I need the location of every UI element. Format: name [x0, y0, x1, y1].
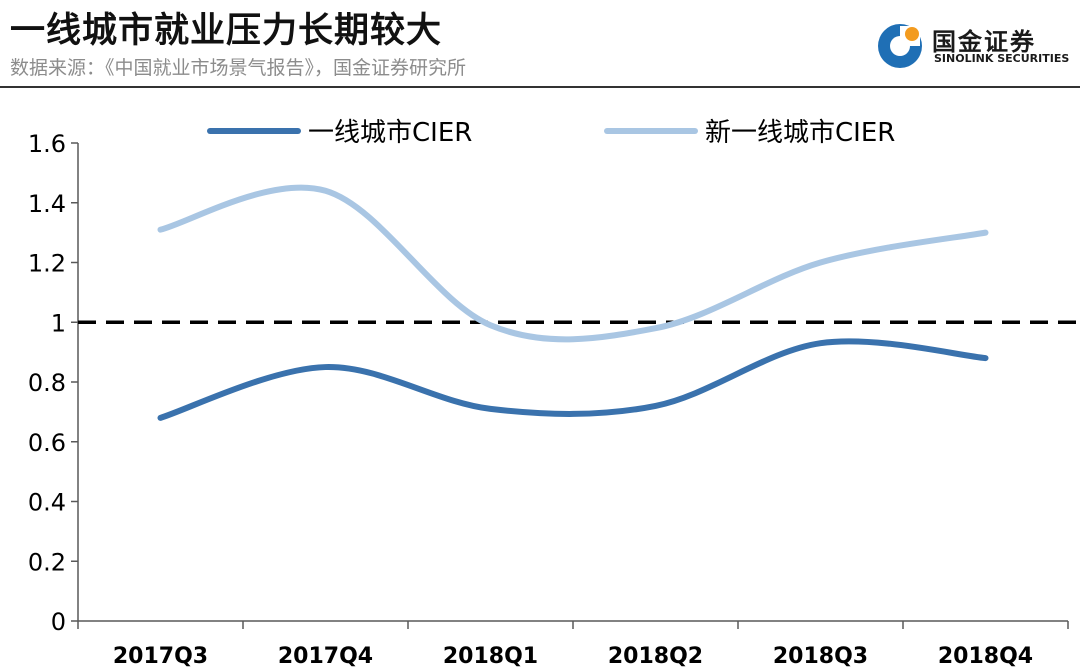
x-tick-label: 2018Q3 [773, 644, 868, 669]
brand-logo: 国金证券 SINOLINK SECURITIES [876, 20, 1076, 72]
series-layer [157, 184, 989, 421]
legend-label-1: 一线城市CIER [308, 118, 472, 148]
source-note: 数据来源：《中国就业市场景气报告》，国金证券研究所 [10, 57, 467, 79]
header-divider [0, 86, 1080, 88]
page-title: 一线城市就业压力长期较大 [10, 11, 443, 51]
series-line-1 [157, 338, 989, 421]
y-tick-label: 0.6 [28, 429, 66, 457]
x-tick-label: 2017Q3 [113, 644, 208, 669]
sinolink-logo-icon [878, 24, 922, 68]
y-tick-label: 0.8 [28, 369, 66, 397]
x-tick-label: 2017Q4 [278, 644, 373, 669]
brand-subtitle: SINOLINK SECURITIES [934, 52, 1070, 65]
x-axis: 2017Q3 2017Q4 2018Q1 2018Q2 2018Q3 2018Q4 [77, 620, 1069, 669]
x-tick-label: 2018Q2 [608, 644, 703, 669]
y-tick-label: 1.6 [28, 130, 66, 158]
legend-label-2: 新一线城市CIER [705, 118, 895, 148]
y-tick-label: 0.2 [28, 548, 66, 576]
series-line-2 [157, 184, 989, 343]
y-tick-label: 1 [51, 309, 66, 337]
y-tick-label: 1.4 [28, 190, 66, 218]
y-tick-label: 1.2 [28, 250, 66, 278]
x-tick-label: 2018Q4 [938, 644, 1033, 669]
header: 一线城市就业压力长期较大 数据来源：《中国就业市场景气报告》，国金证券研究所 国… [0, 0, 1080, 86]
y-tick-label: 0.4 [28, 489, 66, 517]
y-axis: 0 0.2 0.4 0.6 0.8 1 1.2 1.4 1.6 [28, 130, 79, 636]
brand-name: 国金证券 [932, 28, 1036, 56]
chart-legend: 一线城市CIER 新一线城市CIER [207, 118, 895, 148]
x-tick-label: 2018Q1 [443, 644, 538, 669]
y-tick-label: 0 [51, 608, 66, 636]
